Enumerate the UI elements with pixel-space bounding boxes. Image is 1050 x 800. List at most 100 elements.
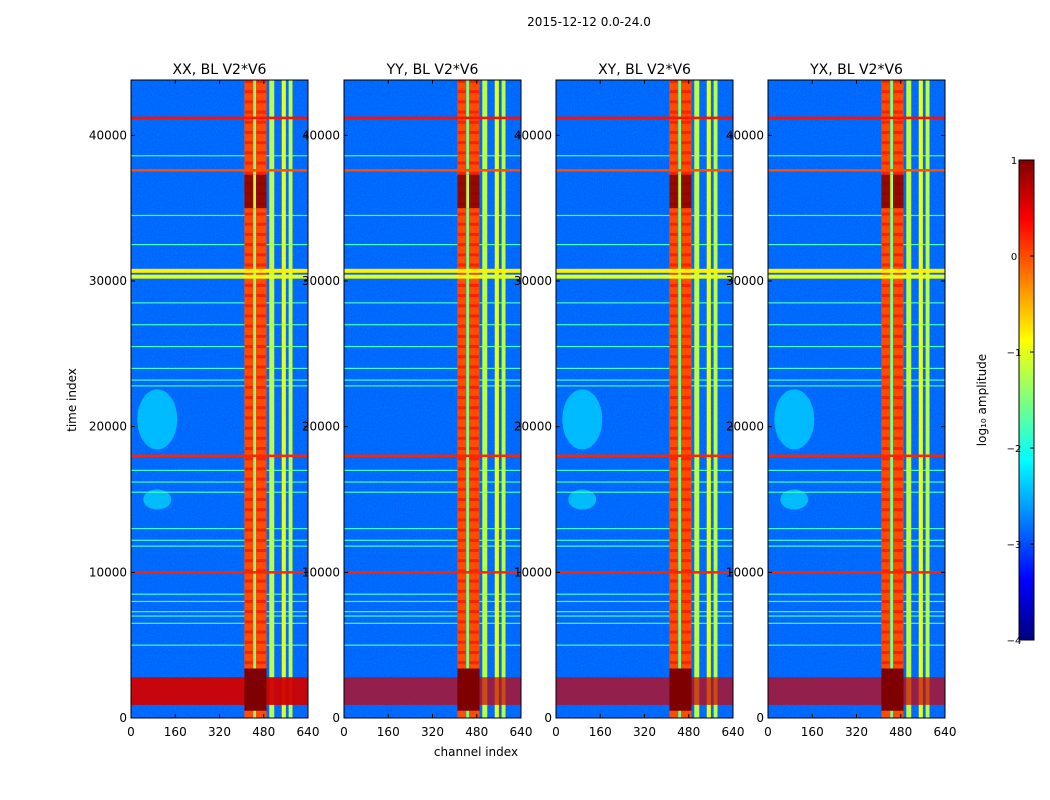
heatmap-band-stripe xyxy=(457,426,466,430)
heatmap-band-stripe xyxy=(893,630,903,634)
heatmap-band-stripe xyxy=(669,579,678,583)
heatmap-band-stripe xyxy=(669,548,678,552)
heatmap-band-stripe xyxy=(893,457,903,461)
heatmap-band-stripe xyxy=(457,130,466,134)
heatmap-band-stripe xyxy=(457,385,466,389)
heatmap-band-stripe xyxy=(681,355,691,359)
heatmap-band-stripe xyxy=(881,345,890,349)
heatmap-band-stripe xyxy=(469,467,479,471)
heatmap-band-stripe xyxy=(893,334,903,338)
heatmap-band-stripe xyxy=(681,130,691,134)
heatmap-time-line xyxy=(131,644,308,646)
heatmap-time-line xyxy=(556,528,733,530)
heatmap-band-stripe xyxy=(669,436,678,440)
heatmap-time-line-strong xyxy=(556,454,733,458)
heatmap-low-burst xyxy=(768,677,945,705)
heatmap-band-stripe xyxy=(893,80,903,83)
heatmap-time-line xyxy=(344,367,521,370)
heatmap-band-stripe xyxy=(256,548,266,552)
heatmap-time-line-strong xyxy=(768,454,945,458)
heatmap-time-line xyxy=(131,302,308,304)
heatmap-time-line xyxy=(131,155,308,157)
heatmap-band-stripe xyxy=(244,375,253,379)
heatmap-time-line xyxy=(556,491,733,493)
heatmap-band-stripe xyxy=(881,385,890,389)
heatmap-band-stripe xyxy=(681,620,691,624)
heatmap-band-stripe xyxy=(244,661,253,665)
y-tick-label: 0 xyxy=(119,711,127,725)
x-tick-label: 480 xyxy=(252,725,275,739)
heatmap-band-stripe xyxy=(893,355,903,359)
heatmap-band-stripe xyxy=(256,130,266,134)
heatmap-channel-band xyxy=(713,80,718,718)
heatmap-band-stripe xyxy=(457,141,466,145)
heatmap-band-stripe xyxy=(457,589,466,593)
heatmap-band-stripe xyxy=(469,487,479,491)
y-tick-label: 40000 xyxy=(302,128,340,142)
heatmap-band-stripe xyxy=(681,120,691,124)
heatmap-time-line xyxy=(768,367,945,370)
x-tick-label: 320 xyxy=(421,725,444,739)
panels: XX, BL V2*V6 0 160 320 480 640 0 10000 20000 3000… xyxy=(89,62,957,739)
x-tick-label: 160 xyxy=(377,725,400,739)
heatmap-band-stripe xyxy=(681,661,691,665)
heatmap-time-line-strong xyxy=(344,571,521,574)
heatmap-band-stripe xyxy=(669,640,678,644)
heatmap-band-stripe xyxy=(244,416,253,420)
heatmap-low-burst xyxy=(344,677,521,705)
heatmap-band-stripe xyxy=(469,569,479,573)
heatmap-time-line xyxy=(344,545,521,547)
heatmap-band-stripe xyxy=(469,661,479,665)
heatmap-band-stripe xyxy=(457,528,466,532)
heatmap-band-stripe xyxy=(256,640,266,644)
heatmap-band-stripe xyxy=(893,171,903,175)
heatmap-time-line xyxy=(768,539,945,541)
colorbar-label: log₁₀ amplitude xyxy=(975,354,989,446)
panel-title: XY, BL V2*V6 xyxy=(598,62,691,78)
heatmap-band-stripe xyxy=(469,294,479,298)
colorbar-tick-label: −2 xyxy=(1007,444,1022,455)
heatmap-band-stripe xyxy=(669,355,678,359)
heatmap-band-stripe xyxy=(469,355,479,359)
heatmap-band-stripe xyxy=(893,283,903,287)
heatmap-band-stripe xyxy=(244,80,253,83)
heatmap-band-stripe xyxy=(457,375,466,379)
y-tick-label: 40000 xyxy=(514,128,552,142)
heatmap-time-line xyxy=(131,611,308,613)
heatmap-band-stripe xyxy=(244,100,253,104)
heatmap-band-stripe xyxy=(256,436,266,440)
heatmap-band-stripe xyxy=(457,630,466,634)
heatmap-band-stripe xyxy=(457,324,466,328)
heatmap-band-stripe xyxy=(244,426,253,430)
heatmap-band-stripe xyxy=(893,324,903,328)
heatmap-band-stripe xyxy=(457,232,466,236)
heatmap-band-stripe xyxy=(893,610,903,614)
heatmap-band-stripe xyxy=(256,90,266,94)
heatmap-band-stripe xyxy=(256,100,266,104)
heatmap-time-line xyxy=(344,481,521,483)
colorbar-tick-label: −3 xyxy=(1007,540,1022,551)
heatmap-band-stripe xyxy=(881,650,890,654)
heatmap-band-stripe xyxy=(244,610,253,614)
heatmap-band-stripe xyxy=(256,120,266,124)
heatmap-band-stripe xyxy=(681,538,691,542)
heatmap-band-stripe xyxy=(681,640,691,644)
heatmap-band-stripe xyxy=(669,161,678,165)
heatmap-band-stripe xyxy=(457,304,466,308)
heatmap-band-stripe xyxy=(669,130,678,134)
heatmap-time-line xyxy=(768,600,945,603)
heatmap-band-stripe xyxy=(469,232,479,236)
heatmap-band-stripe xyxy=(893,141,903,145)
heatmap-band-stripe xyxy=(881,334,890,338)
heatmap-band-stripe xyxy=(256,375,266,379)
heatmap-time-line xyxy=(556,469,733,471)
heatmap-time-line-strong xyxy=(768,571,945,574)
heatmap-band-stripe xyxy=(681,304,691,308)
heatmap-noise xyxy=(344,80,521,718)
heatmap-band-stripe xyxy=(881,171,890,175)
y-tick-label: 0 xyxy=(332,711,340,725)
heatmap-time-line xyxy=(768,379,945,381)
heatmap-band-stripe xyxy=(469,141,479,145)
heatmap-band-stripe xyxy=(669,212,678,216)
